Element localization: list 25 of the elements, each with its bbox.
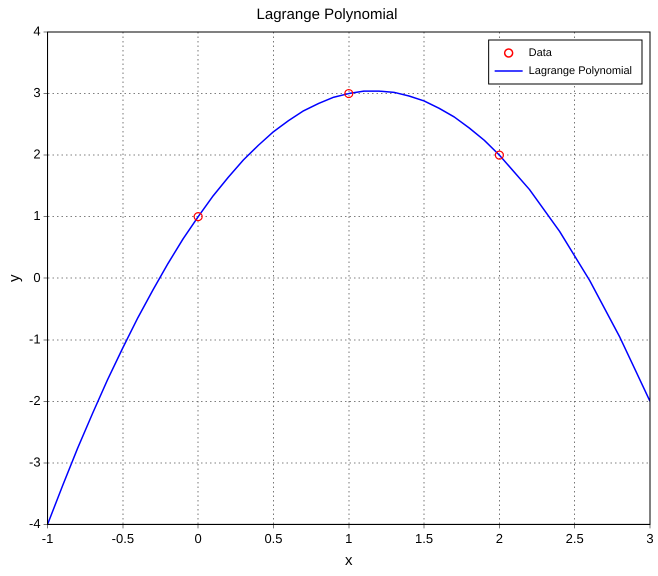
chart-title: Lagrange Polynomial <box>256 6 398 24</box>
y-axis-title: y <box>6 274 24 282</box>
point <box>494 150 504 160</box>
y-tick-label: 4 <box>33 24 41 39</box>
y-tick-label: 3 <box>33 85 41 100</box>
y-tick-label: 0 <box>33 270 41 285</box>
x-axis-title: x <box>345 552 354 570</box>
x-tick-label: 1.5 <box>415 530 434 546</box>
y-tick-label: -4 <box>28 516 41 531</box>
legend-label: Lagrange Polynomial <box>528 65 632 78</box>
point <box>344 88 354 98</box>
x-tick-label: -0.5 <box>112 530 134 546</box>
legend-label: Data <box>528 47 553 60</box>
y-tick-label: -1 <box>28 331 41 346</box>
x-tick-label: 2 <box>496 530 504 546</box>
y-tick-label: 2 <box>33 146 41 162</box>
x-tick-label: 2.5 <box>566 530 584 546</box>
y-tick-label: 1 <box>33 208 41 224</box>
x-tick-label: 0 <box>194 530 202 546</box>
y-tick-label: -3 <box>28 454 41 470</box>
x-tick-label: 3 <box>646 530 654 546</box>
x-tick-label: 1 <box>345 530 352 546</box>
x-tick-label: 0.5 <box>264 530 283 546</box>
point <box>194 212 203 222</box>
y-tick-label: -2 <box>28 392 41 408</box>
